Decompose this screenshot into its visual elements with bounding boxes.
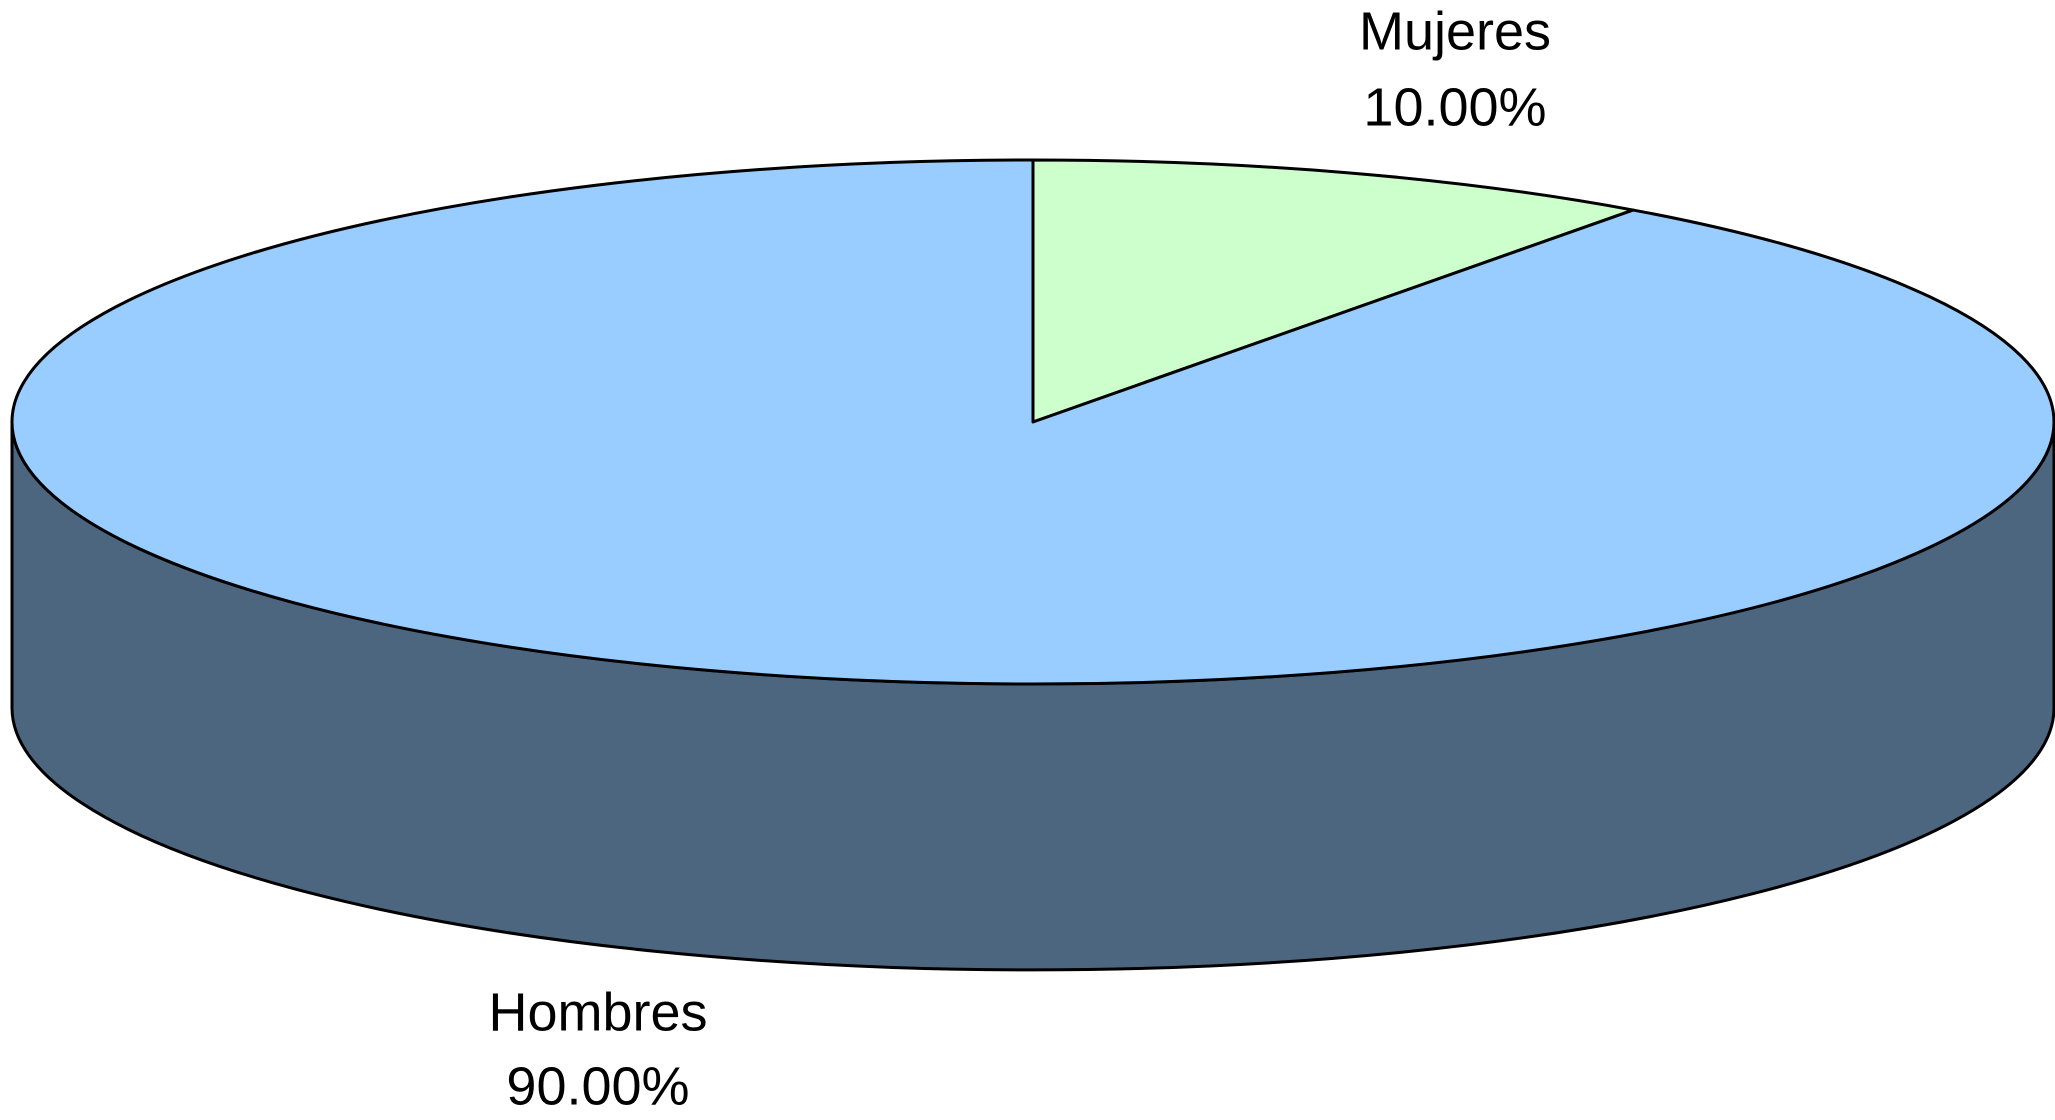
pie-slice	[10, 158, 2055, 686]
slice-label: Hombres	[488, 982, 707, 1042]
slice-value: 10.00%	[1363, 77, 1546, 137]
pie-slice	[1031, 158, 1635, 424]
slice-label: Mujeres	[1359, 1, 1551, 61]
slice-value: 90.00%	[506, 1056, 689, 1116]
